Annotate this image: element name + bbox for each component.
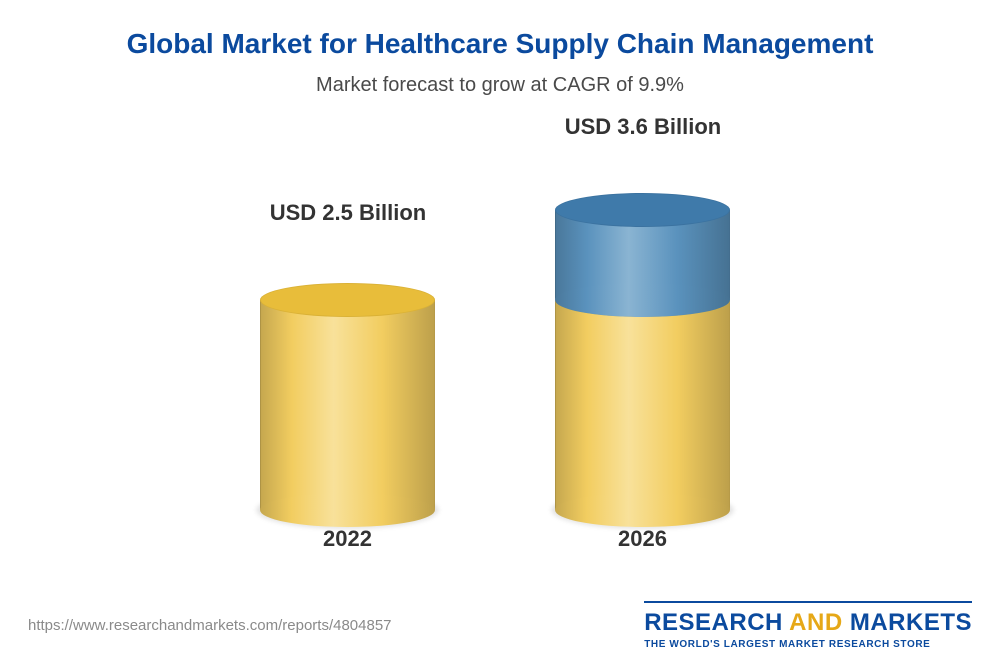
brand-tagline: THE WORLD'S LARGEST MARKET RESEARCH STOR… bbox=[644, 639, 972, 650]
brand-word: MARKETS bbox=[850, 609, 972, 636]
page-subtitle: Market forecast to grow at CAGR of 9.9% bbox=[0, 74, 1000, 97]
source-url: https://www.researchandmarkets.com/repor… bbox=[28, 617, 392, 634]
bar-category-label: 2026 bbox=[555, 526, 730, 552]
brand-word: RESEARCH bbox=[644, 609, 783, 636]
bar-category-label: 2022 bbox=[260, 526, 435, 552]
footer: https://www.researchandmarkets.com/repor… bbox=[0, 597, 1000, 667]
cylinder-chart: USD 2.5 Billion 2022 USD 3.6 Billion 202… bbox=[0, 130, 1000, 570]
brand-logo: RESEARCH AND MARKETS THE WORLD'S LARGEST… bbox=[644, 601, 972, 650]
bar-value-label: USD 3.6 Billion bbox=[513, 114, 773, 140]
bar-value-label: USD 2.5 Billion bbox=[218, 200, 478, 226]
brand-word: AND bbox=[789, 609, 843, 636]
page-title: Global Market for Healthcare Supply Chai… bbox=[0, 0, 1000, 60]
